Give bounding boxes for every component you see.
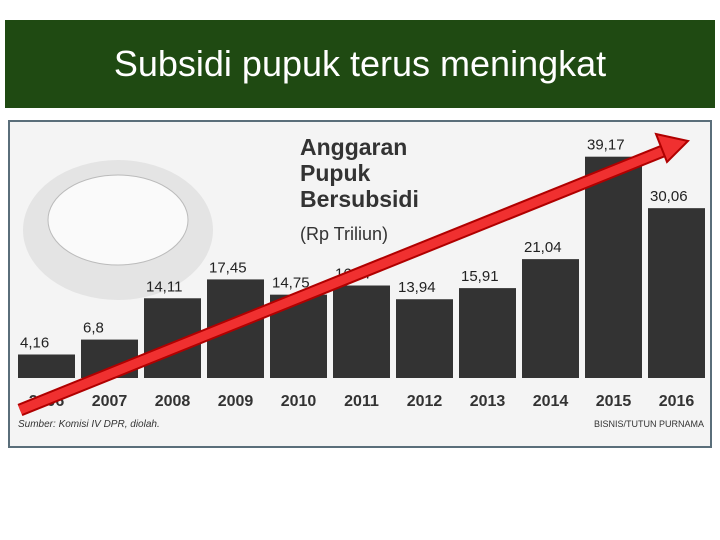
x-tick-label: 2010 xyxy=(281,393,317,410)
bar xyxy=(459,288,516,378)
x-tick-label: 2011 xyxy=(344,393,379,410)
chart-subtitle: (Rp Triliun) xyxy=(300,224,389,244)
bar xyxy=(585,156,642,378)
value-label: 39,17 xyxy=(587,137,625,154)
value-label: 6,8 xyxy=(83,320,104,337)
source: Sumber: Komisi IV DPR, diolah. xyxy=(18,419,160,430)
x-tick-label: 2007 xyxy=(92,393,128,410)
x-tick-label: 2009 xyxy=(218,393,254,410)
chart: 4,1620066,8200714,11200817,45200914,7520… xyxy=(8,120,712,448)
bar xyxy=(648,208,705,378)
illustration xyxy=(47,174,189,266)
trend-arrow xyxy=(17,132,691,417)
value-label: 13,94 xyxy=(398,279,436,296)
value-label: 14,11 xyxy=(146,278,182,295)
x-tick-label: 2012 xyxy=(407,393,443,410)
value-label: 15,91 xyxy=(461,268,499,285)
credit: BISNIS/TUTUN PURNAMA xyxy=(594,419,704,429)
bar xyxy=(18,354,75,378)
value-label: 14,75 xyxy=(272,275,310,292)
x-tick-label: 2013 xyxy=(470,393,506,410)
x-tick-label: 2015 xyxy=(596,393,632,410)
value-label: 21,04 xyxy=(524,239,562,256)
value-label: 30,06 xyxy=(650,188,688,205)
value-label: 4,16 xyxy=(20,334,49,351)
bar xyxy=(396,299,453,378)
x-tick-label: 2008 xyxy=(155,393,191,410)
chart-title: Anggaran Pupuk Bersubsidi xyxy=(300,134,419,212)
x-tick-label: 2014 xyxy=(533,393,569,410)
bar xyxy=(522,259,579,378)
slide-title: Subsidi pupuk terus meningkat xyxy=(5,20,715,108)
bar xyxy=(333,285,390,378)
x-tick-label: 2016 xyxy=(659,393,695,410)
value-label: 17,45 xyxy=(209,259,247,276)
